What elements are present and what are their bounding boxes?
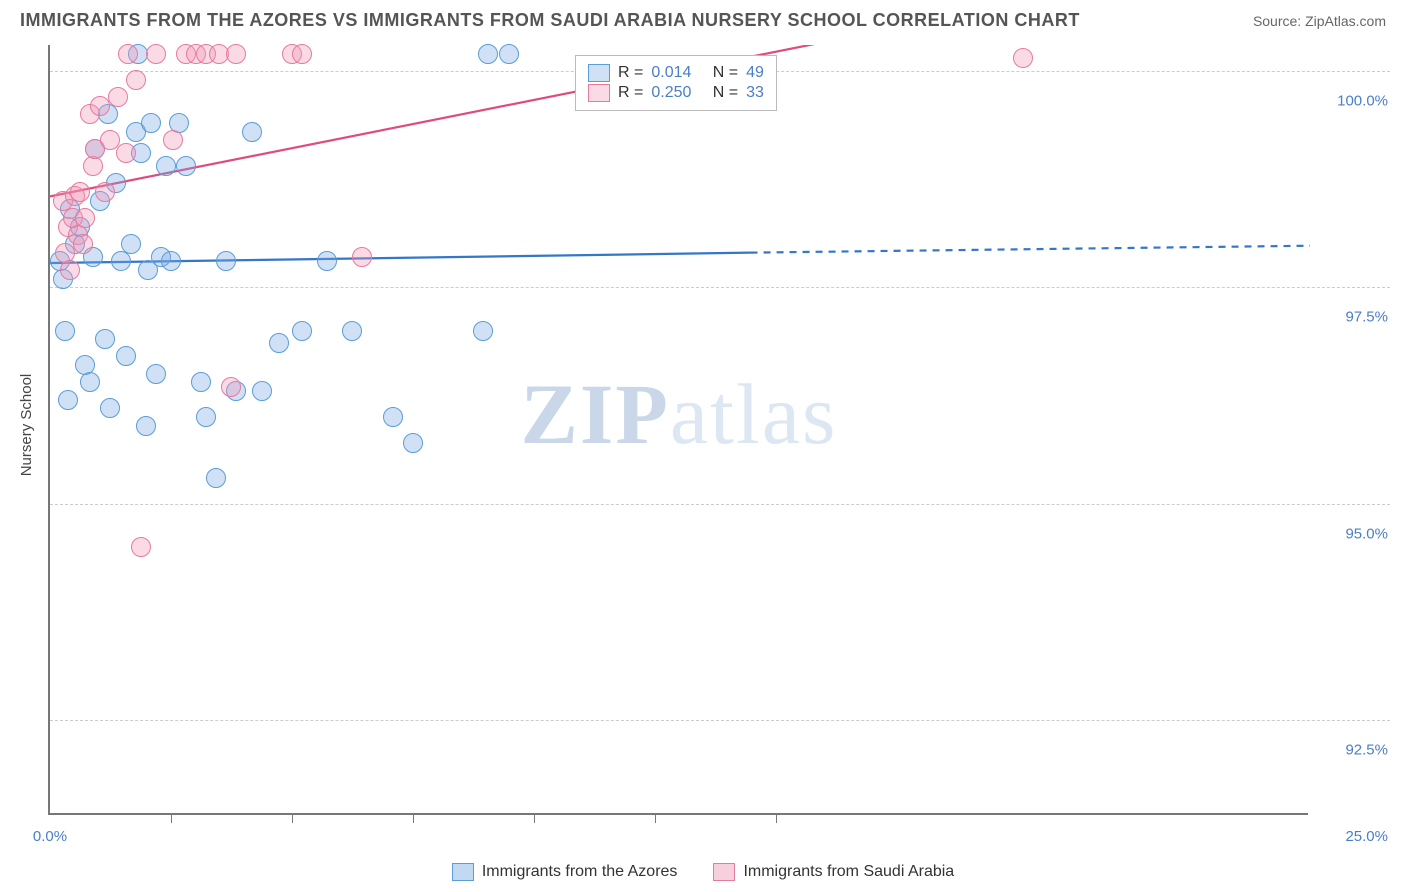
watermark: ZIPatlas: [521, 364, 838, 464]
x-tick: [171, 813, 172, 823]
legend-r-label: R =: [618, 84, 643, 102]
y-tick-label: 92.5%: [1318, 741, 1388, 758]
x-tick-label-left: 0.0%: [33, 828, 67, 845]
trend-lines-layer: [50, 45, 1390, 815]
data-point: [131, 537, 151, 557]
data-point: [163, 130, 183, 150]
data-point: [226, 44, 246, 64]
data-point: [70, 182, 90, 202]
plot-area: ZIPatlas 92.5%95.0%97.5%100.0%0.0%25.0%R…: [48, 45, 1308, 815]
data-point: [55, 321, 75, 341]
data-point: [100, 398, 120, 418]
data-point: [473, 321, 493, 341]
data-point: [95, 329, 115, 349]
legend-swatch: [452, 863, 474, 881]
legend-n-label: N =: [699, 84, 738, 102]
data-point: [83, 156, 103, 176]
legend-r-value: 0.014: [651, 64, 691, 82]
data-point: [75, 208, 95, 228]
x-tick: [413, 813, 414, 823]
data-point: [342, 321, 362, 341]
gridline: [50, 504, 1390, 505]
data-point: [116, 143, 136, 163]
data-point: [206, 468, 226, 488]
series-legend-label: Immigrants from Saudi Arabia: [743, 863, 954, 881]
y-tick-label: 100.0%: [1318, 92, 1388, 109]
legend-n-label: N =: [699, 64, 738, 82]
x-tick: [292, 813, 293, 823]
data-point: [403, 433, 423, 453]
chart-title: IMMIGRANTS FROM THE AZORES VS IMMIGRANTS…: [20, 10, 1080, 31]
legend-row: R = 0.250 N = 33: [588, 84, 764, 102]
gridline: [50, 287, 1390, 288]
y-tick-label: 97.5%: [1318, 309, 1388, 326]
y-axis-label: Nursery School: [18, 374, 35, 477]
data-point: [191, 372, 211, 392]
data-point: [73, 234, 93, 254]
data-point: [383, 407, 403, 427]
x-tick: [534, 813, 535, 823]
data-point: [242, 122, 262, 142]
legend-r-value: 0.250: [651, 84, 691, 102]
legend-n-value: 49: [746, 64, 764, 82]
data-point: [118, 44, 138, 64]
data-point: [269, 333, 289, 353]
correlation-legend: R = 0.014 N = 49R = 0.250 N = 33: [575, 55, 777, 111]
data-point: [1013, 48, 1033, 68]
data-point: [111, 251, 131, 271]
data-point: [292, 321, 312, 341]
data-point: [196, 407, 216, 427]
legend-n-value: 33: [746, 84, 764, 102]
x-tick: [655, 813, 656, 823]
data-point: [80, 372, 100, 392]
data-point: [116, 346, 136, 366]
series-legend-item: Immigrants from Saudi Arabia: [713, 863, 954, 881]
data-point: [317, 251, 337, 271]
data-point: [95, 182, 115, 202]
data-point: [499, 44, 519, 64]
data-point: [146, 364, 166, 384]
data-point: [478, 44, 498, 64]
data-point: [156, 156, 176, 176]
series-legend-label: Immigrants from the Azores: [482, 863, 678, 881]
trend-line: [751, 246, 1310, 253]
data-point: [146, 44, 166, 64]
data-point: [60, 260, 80, 280]
gridline: [50, 720, 1390, 721]
data-point: [252, 381, 272, 401]
data-point: [58, 390, 78, 410]
legend-r-label: R =: [618, 64, 643, 82]
data-point: [108, 87, 128, 107]
data-point: [121, 234, 141, 254]
legend-swatch: [588, 64, 610, 82]
data-point: [126, 70, 146, 90]
y-tick-label: 95.0%: [1318, 525, 1388, 542]
data-point: [161, 251, 181, 271]
data-point: [216, 251, 236, 271]
chart-area: ZIPatlas 92.5%95.0%97.5%100.0%0.0%25.0%R…: [48, 45, 1388, 825]
data-point: [136, 416, 156, 436]
chart-source: Source: ZipAtlas.com: [1253, 13, 1386, 29]
data-point: [141, 113, 161, 133]
legend-swatch: [713, 863, 735, 881]
legend-swatch: [588, 84, 610, 102]
x-tick: [776, 813, 777, 823]
series-legend-item: Immigrants from the Azores: [452, 863, 678, 881]
bottom-legend: Immigrants from the Azores Immigrants fro…: [0, 863, 1406, 886]
data-point: [221, 377, 241, 397]
data-point: [292, 44, 312, 64]
data-point: [352, 247, 372, 267]
data-point: [176, 156, 196, 176]
legend-row: R = 0.014 N = 49: [588, 64, 764, 82]
x-tick-label-right: 25.0%: [1345, 828, 1388, 845]
